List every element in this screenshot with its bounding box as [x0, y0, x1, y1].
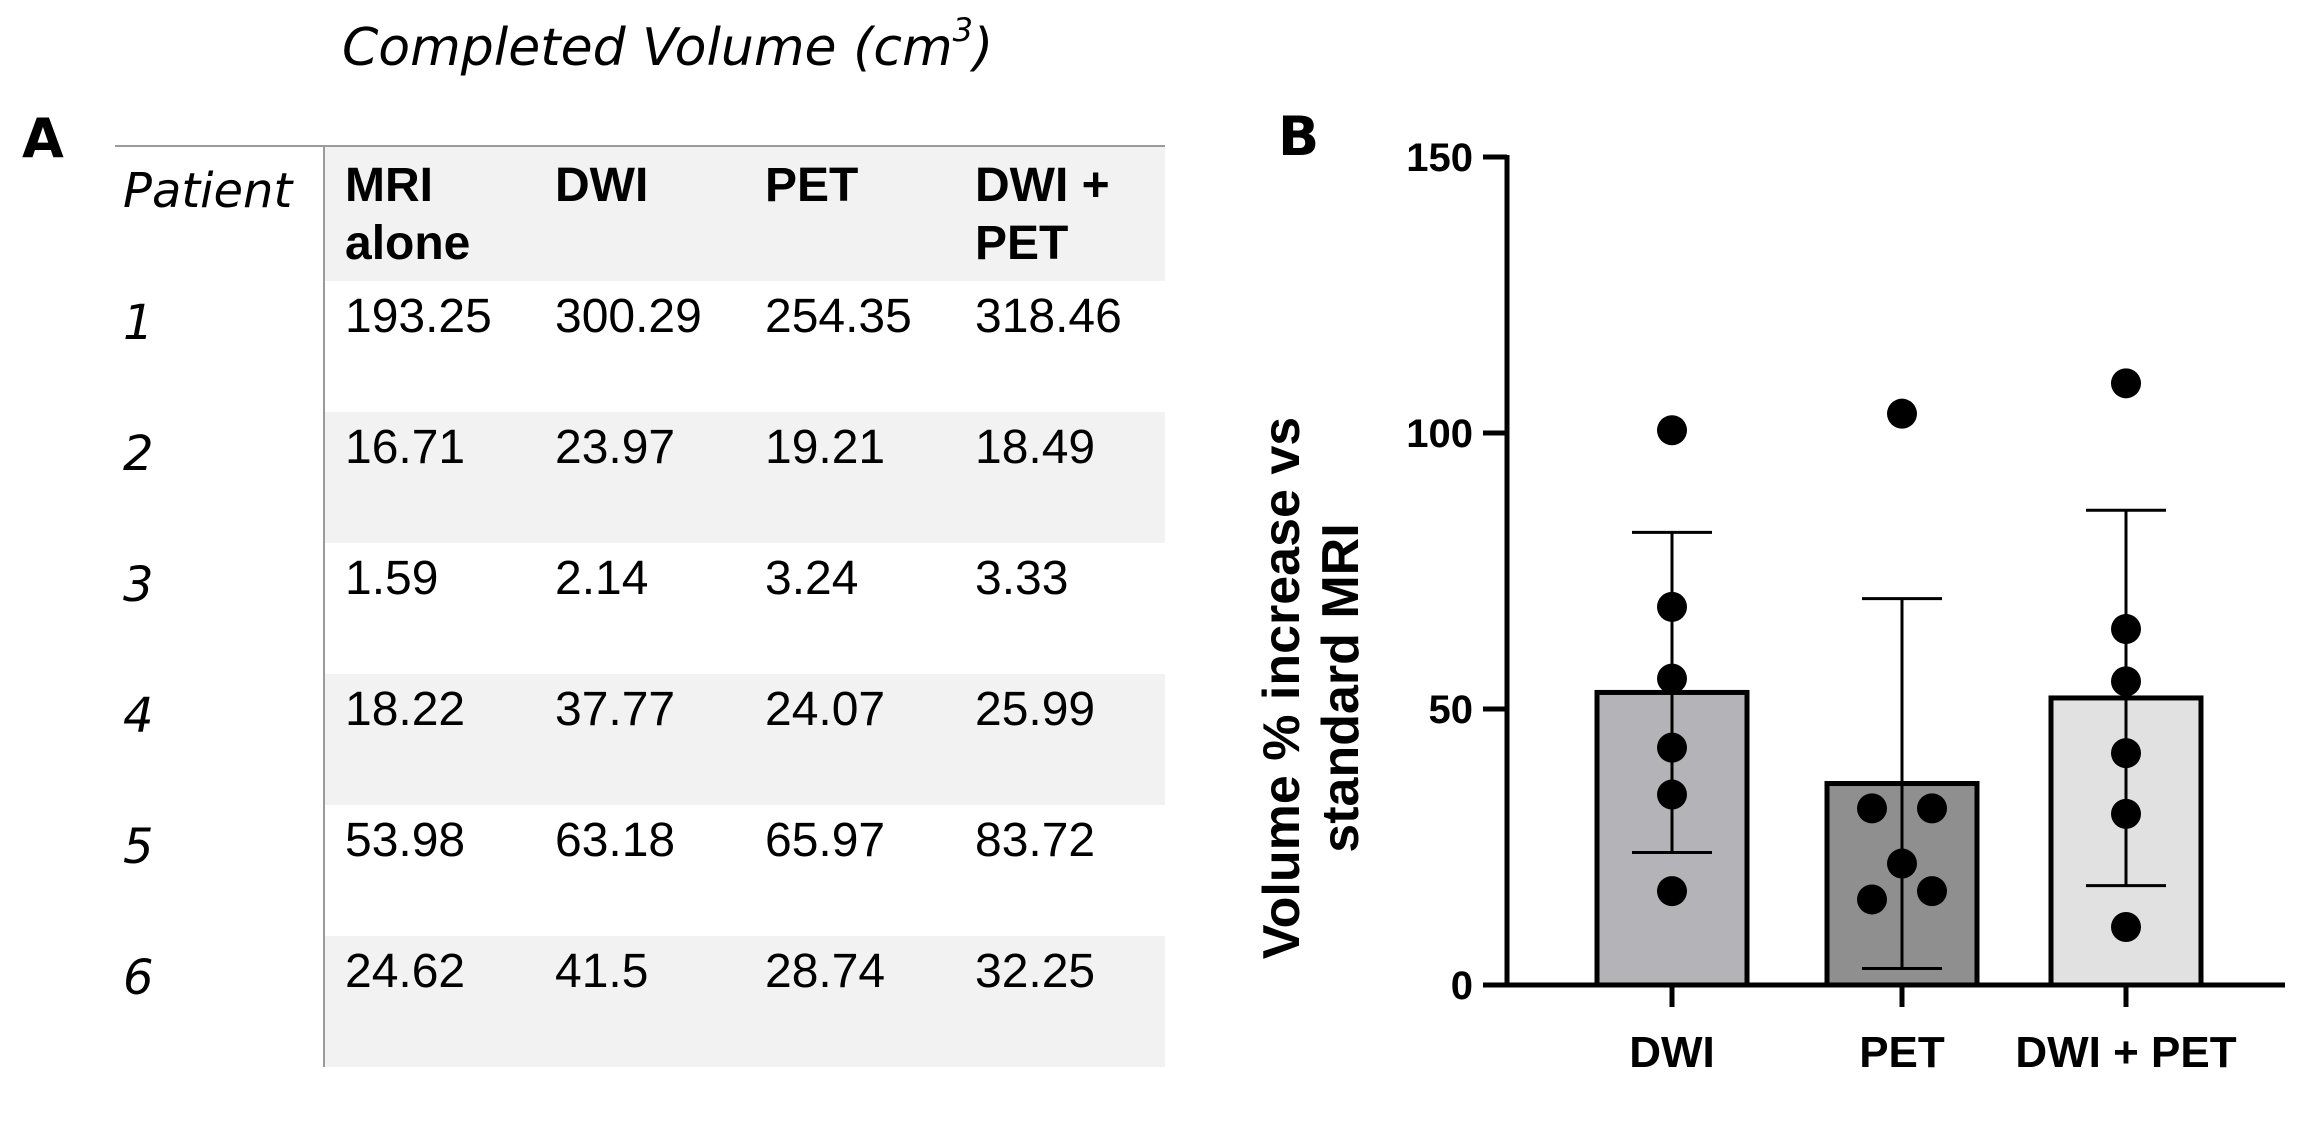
y-tick-label: 0 [1451, 964, 1473, 1008]
y-tick-label: 100 [1406, 412, 1473, 456]
table-header-row: Patient MRI alone DWI PET DWI + PET [115, 145, 1165, 281]
volume-cell: 28.74 [745, 936, 955, 1067]
volume-table-grid: Patient MRI alone DWI PET DWI + PET 1 193… [115, 145, 1165, 1067]
bars [1594, 689, 2204, 988]
volume-cell: 63.18 [555, 814, 676, 867]
volume-cell: 25.99 [955, 674, 1165, 805]
volume-cell: 83.72 [975, 814, 1096, 867]
x-tick-label: DWI [1629, 1028, 1715, 1077]
data-point [1857, 884, 1887, 915]
patient-id-cell: 2 [115, 412, 325, 543]
volume-cell: 32.25 [955, 936, 1165, 1067]
patient-id-cell: 6 [115, 936, 325, 1067]
panel-b-label: B [1278, 105, 1320, 168]
volume-cell: 193.25 [345, 290, 492, 343]
data-point [2111, 738, 2141, 769]
data-point [2111, 613, 2141, 644]
volume-cell: 3.33 [975, 552, 1069, 605]
volume-cell: 18.22 [324, 674, 535, 805]
y-axis-label-line-2: standard MRI [1312, 523, 1370, 852]
data-point [1857, 793, 1887, 824]
panel-a-label: A [22, 107, 64, 170]
table-row: 2 16.71 23.97 19.21 18.49 [115, 412, 1165, 543]
data-point [1887, 398, 1917, 429]
volume-cell: 37.77 [535, 674, 745, 805]
volume-cell: 23.97 [535, 412, 745, 543]
volume-cell: 24.62 [324, 936, 535, 1067]
data-point [1657, 663, 1687, 694]
data-point [1657, 591, 1687, 622]
bar-chart: 0 50 100 150 DWI PET DWI + PET Volume % incre… [1253, 136, 2285, 1077]
patient-id-cell: 3 [115, 543, 325, 674]
data-point [2111, 368, 2141, 399]
x-axis: DWI PET DWI + PET [1505, 982, 2285, 1077]
volume-cell: 318.46 [975, 290, 1122, 343]
y-axis-label-line-1: Volume % increase vs [1253, 417, 1311, 959]
table-row: 6 24.62 41.5 28.74 32.25 [115, 936, 1165, 1067]
header-dwi: DWI [535, 145, 745, 281]
y-tick-label: 150 [1406, 136, 1473, 180]
y-tick-label: 50 [1429, 688, 1474, 732]
header-mri-alone: MRI alone [324, 145, 535, 281]
data-points [1657, 368, 2141, 943]
patient-id-cell: 4 [115, 674, 325, 805]
volume-cell: 19.21 [745, 412, 955, 543]
y-axis: 0 50 100 150 [1406, 136, 1510, 1008]
table-row: 1 193.25 300.29 254.35 318.46 [115, 281, 1165, 412]
header-dwi-pet: DWI + PET [955, 145, 1165, 281]
volume-cell: 1.59 [345, 552, 439, 605]
volume-table: Patient MRI alone DWI PET DWI + PET 1 193… [115, 145, 1165, 1067]
volume-cell: 2.14 [555, 552, 649, 605]
x-tick-label: DWI + PET [2015, 1028, 2236, 1077]
data-point [1917, 793, 1947, 824]
data-point [1657, 732, 1687, 763]
volume-cell: 53.98 [345, 814, 466, 867]
volume-cell: 254.35 [765, 290, 912, 343]
table-caption: Completed Volume (cm3) [342, 11, 994, 78]
data-point [1917, 876, 1947, 907]
volume-cell: 41.5 [535, 936, 745, 1067]
data-point [1657, 415, 1687, 446]
volume-cell: 3.24 [765, 552, 859, 605]
volume-cell: 300.29 [555, 290, 702, 343]
table-row: 5 53.98 63.18 65.97 83.72 [115, 805, 1165, 936]
data-point [1657, 876, 1687, 907]
patient-id-cell: 5 [115, 805, 325, 936]
table-row: 4 18.22 37.77 24.07 25.99 [115, 674, 1165, 805]
volume-cell: 18.49 [955, 412, 1165, 543]
volume-cell: 16.71 [324, 412, 535, 543]
header-patient: Patient [115, 145, 325, 281]
data-point [2111, 912, 2141, 943]
data-point [1657, 779, 1687, 810]
patient-id-cell: 1 [115, 281, 325, 412]
volume-cell: 24.07 [745, 674, 955, 805]
data-point [2111, 798, 2141, 829]
x-tick-label: PET [1859, 1028, 1945, 1077]
data-point [1887, 848, 1917, 879]
table-row: 3 1.59 2.14 3.24 3.33 [115, 543, 1165, 674]
volume-cell: 65.97 [765, 814, 886, 867]
header-pet: PET [745, 145, 955, 281]
data-point [2111, 666, 2141, 697]
